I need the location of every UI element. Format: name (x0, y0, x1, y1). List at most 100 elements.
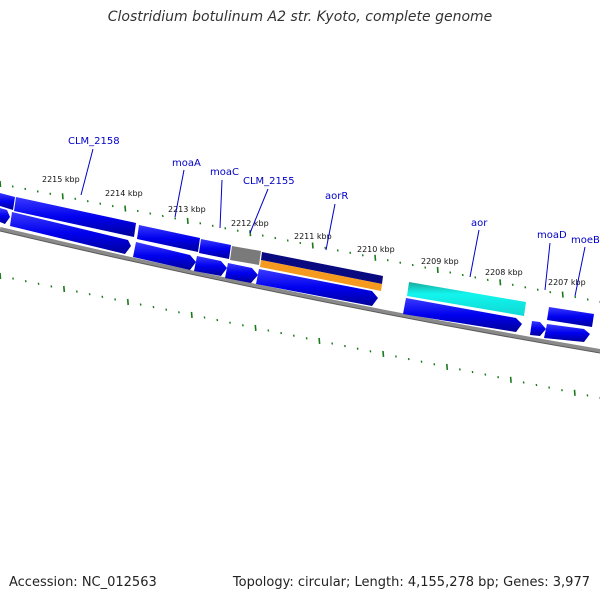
minor-tick (484, 373, 487, 376)
major-tick (446, 363, 449, 370)
minor-tick (336, 249, 339, 252)
gene-arrow-7[interactable] (403, 298, 522, 332)
tick-label: 2209 kbp (421, 257, 459, 266)
label-leaders (80, 148, 586, 297)
minor-tick (203, 316, 206, 319)
minor-tick (149, 212, 152, 215)
minor-tick (174, 217, 177, 220)
gene-feature-clm2158[interactable] (14, 197, 136, 237)
gene-label-moad[interactable]: moaD (537, 230, 567, 241)
tick-label: 2214 kbp (105, 189, 143, 198)
gene-label-clm2155[interactable]: CLM_2155 (243, 176, 295, 187)
gene-arrow-6[interactable] (256, 269, 378, 306)
major-tick (254, 324, 257, 331)
genome-summary-text: Topology: circular; Length: 4,155,278 bp… (232, 575, 590, 590)
major-tick (374, 254, 377, 261)
major-tick (318, 337, 321, 344)
gene-label-moac[interactable]: moaC (210, 167, 239, 178)
minor-tick (50, 285, 53, 288)
gene-arrow-8[interactable] (530, 321, 546, 336)
minor-tick (386, 259, 389, 262)
major-tick (190, 311, 193, 318)
leader-line (544, 242, 551, 291)
minor-tick (49, 192, 52, 195)
minor-tick (344, 344, 346, 348)
tick-label: 2211 kbp (294, 232, 332, 241)
minor-tick (86, 200, 89, 203)
tick-label: 2213 kbp (168, 205, 206, 214)
minor-tick (74, 197, 77, 200)
minor-tick (474, 276, 477, 279)
gene-feature-moeb[interactable] (547, 307, 594, 327)
gene-arrow-4[interactable] (194, 256, 227, 276)
gene-arrow-9[interactable] (544, 324, 590, 342)
minor-tick (324, 246, 327, 250)
minor-tick (574, 295, 577, 299)
gene-labels: CLM_2158 moaA moaC CLM_2155 aorR aor moa… (68, 136, 600, 246)
minor-tick (395, 355, 397, 358)
gene-feature-clm2159[interactable] (0, 193, 15, 210)
minor-tick (37, 282, 40, 285)
minor-tick (497, 376, 500, 379)
leader-line (80, 148, 94, 196)
gene-label-moeb[interactable]: moeB (571, 235, 600, 246)
gene-feature-aorr[interactable] (260, 252, 383, 291)
genome-backbone (0, 227, 600, 353)
minor-tick (199, 222, 202, 225)
minor-tick (261, 234, 264, 237)
minor-tick (136, 209, 139, 213)
minor-tick (356, 347, 359, 350)
minor-tick (216, 318, 219, 322)
tick-label: 2212 kbp (231, 219, 269, 228)
minor-tick (12, 277, 14, 280)
major-tick (124, 205, 127, 212)
gene-label-aor[interactable]: aor (471, 218, 488, 229)
minor-tick (292, 334, 295, 337)
tick-label: 2210 kbp (357, 245, 395, 254)
major-tick (436, 266, 439, 274)
minor-tick (449, 271, 452, 274)
gene-label-aorr[interactable]: aorR (325, 191, 348, 202)
minor-tick (24, 280, 27, 283)
minor-tick (548, 386, 551, 389)
minor-tick (361, 254, 364, 257)
minor-tick (286, 239, 289, 242)
minor-tick (424, 266, 427, 269)
minor-tick (433, 363, 436, 366)
minor-tick (411, 263, 414, 267)
minor-tick (407, 357, 410, 361)
minor-tick (36, 190, 39, 193)
gene-feature-moaa[interactable] (137, 225, 200, 252)
minor-tick (111, 204, 114, 208)
gene-feature-clm2155[interactable] (230, 246, 261, 265)
minor-tick (511, 283, 514, 286)
gene-arrow-2[interactable] (10, 212, 131, 254)
gene-feature-aor[interactable] (407, 282, 526, 316)
minor-tick (161, 214, 164, 218)
major-tick (382, 350, 385, 357)
minor-tick (165, 308, 168, 311)
gene-arrow-5[interactable] (225, 263, 258, 283)
gene-label-moaa[interactable]: moaA (172, 158, 201, 169)
minor-tick (114, 298, 117, 301)
gene-arrow-1[interactable] (0, 208, 10, 224)
minor-tick (299, 241, 302, 245)
minor-tick (274, 236, 277, 240)
minor-tick (461, 273, 464, 277)
inner-tick-track (0, 272, 600, 400)
minor-tick (420, 360, 423, 363)
major-tick (249, 230, 252, 237)
minor-tick (236, 229, 239, 232)
minor-tick (349, 251, 352, 254)
minor-tick (241, 324, 244, 327)
kbp-scale: 2215 kbp 2214 kbp 2213 kbp 2212 kbp 2211… (42, 175, 586, 287)
minor-tick (24, 187, 27, 191)
tick-label: 2207 kbp (548, 278, 586, 287)
gene-feature-moac[interactable] (199, 239, 231, 259)
minor-tick (586, 394, 589, 397)
major-tick (0, 272, 2, 280)
gene-arrow-3[interactable] (133, 242, 196, 270)
gene-label-clm2158[interactable]: CLM_2158 (68, 136, 120, 147)
minor-tick (535, 383, 538, 387)
